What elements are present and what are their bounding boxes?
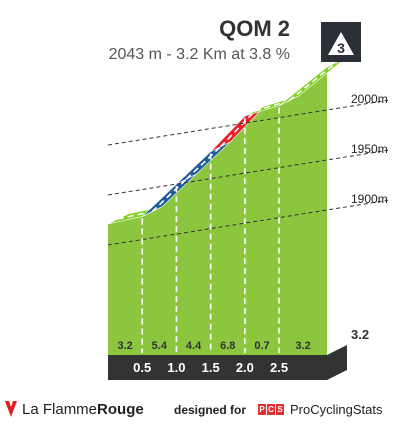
profile-centre-dash: [151, 178, 187, 213]
pcs-badge-icon: P C S: [258, 404, 285, 415]
distance-tick-label: 1.0: [167, 360, 185, 375]
climb-subtitle: 2043 m - 3.2 Km at 3.8 %: [108, 46, 290, 63]
elevation-gridline: [107, 199, 389, 246]
distance-tick-label: 1.5: [202, 360, 220, 375]
gradient-label: 4.4: [186, 340, 202, 352]
designed-for-label: designed for: [174, 403, 247, 417]
distance-tick-label: 0.5: [133, 360, 151, 375]
climb-title: QOM 2: [219, 16, 290, 41]
distance-band: [108, 345, 347, 380]
profile-centre-dash: [254, 99, 290, 112]
la-flamme-rouge-logo: La FlammeRouge: [4, 400, 144, 418]
total-distance-label: 3.2: [351, 327, 369, 342]
pcs-badge-letter: P: [258, 404, 266, 415]
flamme-rouge-icon: [5, 401, 17, 417]
flamme-brand-part2: Rouge: [97, 400, 144, 418]
distance-tick-label: 2.5: [270, 360, 288, 375]
profile-front-face: [108, 67, 327, 355]
profile-centre-dash: [185, 146, 222, 180]
procyclingstats-brand: ProCyclingStats: [290, 402, 383, 417]
gradient-label: 6.8: [220, 340, 235, 352]
gradient-label: 3.2: [295, 340, 310, 352]
elevation-tick-label: 2000m: [351, 92, 388, 106]
category-triangle-icon: [328, 32, 354, 55]
category-number: 3: [337, 40, 345, 56]
gradient-label: 5.4: [152, 340, 168, 352]
profile-centre-dash: [117, 210, 153, 220]
elevation-gridline: [107, 99, 389, 146]
footer: La FlammeRouge designed for P C S ProCyc…: [0, 398, 405, 422]
gradient-label: 3.2: [117, 340, 132, 352]
pcs-badge-letter: S: [276, 404, 284, 415]
distance-tick-label: 2.0: [236, 360, 254, 375]
pcs-badge-letter: C: [267, 404, 275, 415]
elevation-tick-label: 1950m: [351, 142, 388, 156]
gradient-label: 0.7: [254, 340, 269, 352]
flamme-brand-part1: La Flamme: [22, 400, 98, 418]
elevation-tick-label: 1900m: [351, 192, 388, 206]
profile-centre-dash: [220, 110, 256, 148]
profile-centre-dash: [288, 61, 338, 102]
elevation-gridline: [107, 149, 389, 196]
